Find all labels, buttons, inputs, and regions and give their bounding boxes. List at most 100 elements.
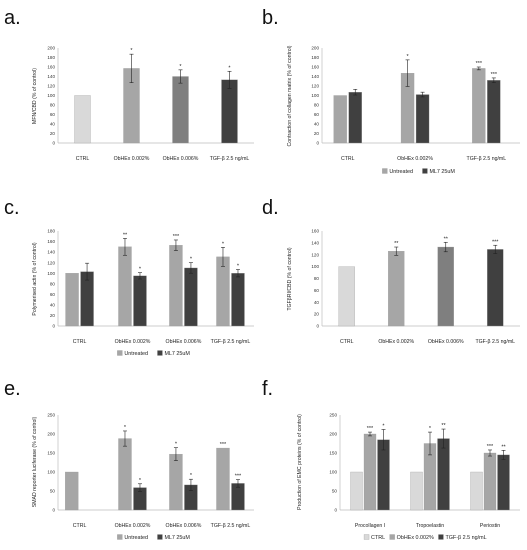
x-category-label: CTRL xyxy=(340,339,354,345)
bar xyxy=(350,471,363,511)
significance-label: *** xyxy=(173,234,180,240)
y-tick-label: 60 xyxy=(50,292,56,297)
y-tick-label: 0 xyxy=(334,508,337,513)
y-tick-label: 20 xyxy=(314,312,320,317)
panel-c: c. 0 20 40 60 80 100 120 140 160 180 Polymerised ac… xyxy=(4,197,254,357)
y-tick-label: 100 xyxy=(47,93,55,98)
bar xyxy=(470,471,483,511)
bar xyxy=(333,95,347,144)
y-tick-label: 80 xyxy=(50,103,56,108)
y-tick-label: 80 xyxy=(314,103,320,108)
legend-label: ObHEx 0.002% xyxy=(397,535,434,541)
x-category-label: Tropoelastin xyxy=(416,523,444,529)
panel-f: f. 0 50 100 150 200 250 Production of EMC prote… xyxy=(262,378,520,541)
panel-letter: a. xyxy=(4,7,21,29)
y-tick-label: 0 xyxy=(52,508,55,513)
legend-swatch xyxy=(422,168,428,174)
legend-label: ML7 25uM xyxy=(429,169,455,175)
significance-label: * xyxy=(179,64,182,70)
significance-label: * xyxy=(130,48,133,54)
x-category-label: ObHEx 0.002% xyxy=(397,156,433,162)
y-tick-label: 80 xyxy=(314,276,320,281)
bar xyxy=(472,68,486,144)
bar xyxy=(231,273,245,327)
bar xyxy=(363,433,377,511)
legend-label: Untreated xyxy=(124,351,148,357)
y-axis-label: Production of EMC proteins (% of control… xyxy=(297,414,303,510)
x-category-label: ObHEx 0.006% xyxy=(163,156,199,162)
significance-label: *** xyxy=(491,72,498,78)
significance-label: * xyxy=(139,478,142,484)
bar xyxy=(118,246,132,327)
y-tick-label: 160 xyxy=(47,65,55,70)
significance-label: * xyxy=(222,241,225,247)
bar xyxy=(497,454,510,511)
significance-label: ** xyxy=(501,444,506,450)
x-category-label: ObHEx 0.002% xyxy=(378,339,414,345)
y-tick-label: 100 xyxy=(47,271,55,276)
y-tick-label: 200 xyxy=(47,46,55,51)
y-tick-label: 180 xyxy=(311,55,319,60)
x-category-label: TGF-β 2.5 ng/mL xyxy=(210,156,250,162)
legend-swatch xyxy=(389,534,395,540)
y-axis-label: SMAD reporter luciferase (% of control) xyxy=(32,416,38,507)
y-tick-label: 20 xyxy=(50,313,56,318)
bar xyxy=(410,471,423,511)
y-tick-label: 40 xyxy=(50,122,56,127)
bar xyxy=(338,266,355,327)
bar xyxy=(216,256,230,327)
significance-label: *** xyxy=(235,474,242,480)
bar xyxy=(348,92,362,144)
y-tick-label: 50 xyxy=(50,489,56,494)
y-tick-label: 40 xyxy=(50,302,56,307)
bar xyxy=(437,438,450,511)
y-tick-label: 140 xyxy=(47,74,55,79)
bar xyxy=(169,453,183,511)
y-tick-label: 180 xyxy=(47,55,55,60)
y-tick-label: 150 xyxy=(47,451,55,456)
x-category-label: TGF-β 2.5 ng/mL xyxy=(467,156,507,162)
bar xyxy=(133,275,147,327)
y-tick-label: 160 xyxy=(311,65,319,70)
x-category-label: ObHEx 0.002% xyxy=(114,156,150,162)
legend-swatch xyxy=(157,350,163,356)
x-category-label: CTRL xyxy=(341,156,355,162)
significance-label: *** xyxy=(487,444,494,450)
bar xyxy=(437,246,454,327)
significance-label: * xyxy=(190,257,193,263)
y-tick-label: 200 xyxy=(329,432,337,437)
bar xyxy=(415,94,430,144)
x-category-label: CTRL xyxy=(76,156,90,162)
y-tick-label: 60 xyxy=(314,112,320,117)
y-tick-label: 160 xyxy=(47,239,55,244)
x-category-label: ObHEx 0.002% xyxy=(115,339,151,345)
y-tick-label: 140 xyxy=(47,250,55,255)
significance-label: *** xyxy=(492,239,499,245)
y-tick-label: 200 xyxy=(311,46,319,51)
legend-swatch xyxy=(157,534,163,540)
bar xyxy=(216,447,230,511)
y-tick-label: 0 xyxy=(316,324,319,329)
legend-swatch xyxy=(438,534,444,540)
y-tick-label: 120 xyxy=(311,252,319,257)
y-tick-label: 20 xyxy=(50,131,56,136)
x-category-label: ObHEx 0.006% xyxy=(166,339,202,345)
panel-letter: e. xyxy=(4,378,21,400)
y-tick-label: 120 xyxy=(47,84,55,89)
panel-d: d. 0 20 40 60 80 100 120 140 160 TGFβRI/CBD (% of … xyxy=(262,197,520,345)
y-tick-label: 250 xyxy=(47,413,55,418)
bar xyxy=(388,251,405,327)
y-tick-label: 60 xyxy=(50,112,56,117)
y-tick-label: 160 xyxy=(311,229,319,234)
x-category-label: ObHEx 0.006% xyxy=(428,339,464,345)
y-tick-label: 120 xyxy=(311,84,319,89)
panel-a: a. 0 20 40 60 80 100 120 140 160 180 200 MFN/CBD (% … xyxy=(4,7,254,162)
y-tick-label: 140 xyxy=(311,240,319,245)
legend-swatch xyxy=(117,534,123,540)
significance-label: ** xyxy=(123,232,128,238)
significance-label: * xyxy=(382,423,385,429)
legend-label: ML7 25uM xyxy=(164,535,190,541)
y-axis-label: Polymerised actin (% of control) xyxy=(32,242,38,316)
y-axis-label: Contraction of collagen matrix (% of con… xyxy=(287,45,293,146)
